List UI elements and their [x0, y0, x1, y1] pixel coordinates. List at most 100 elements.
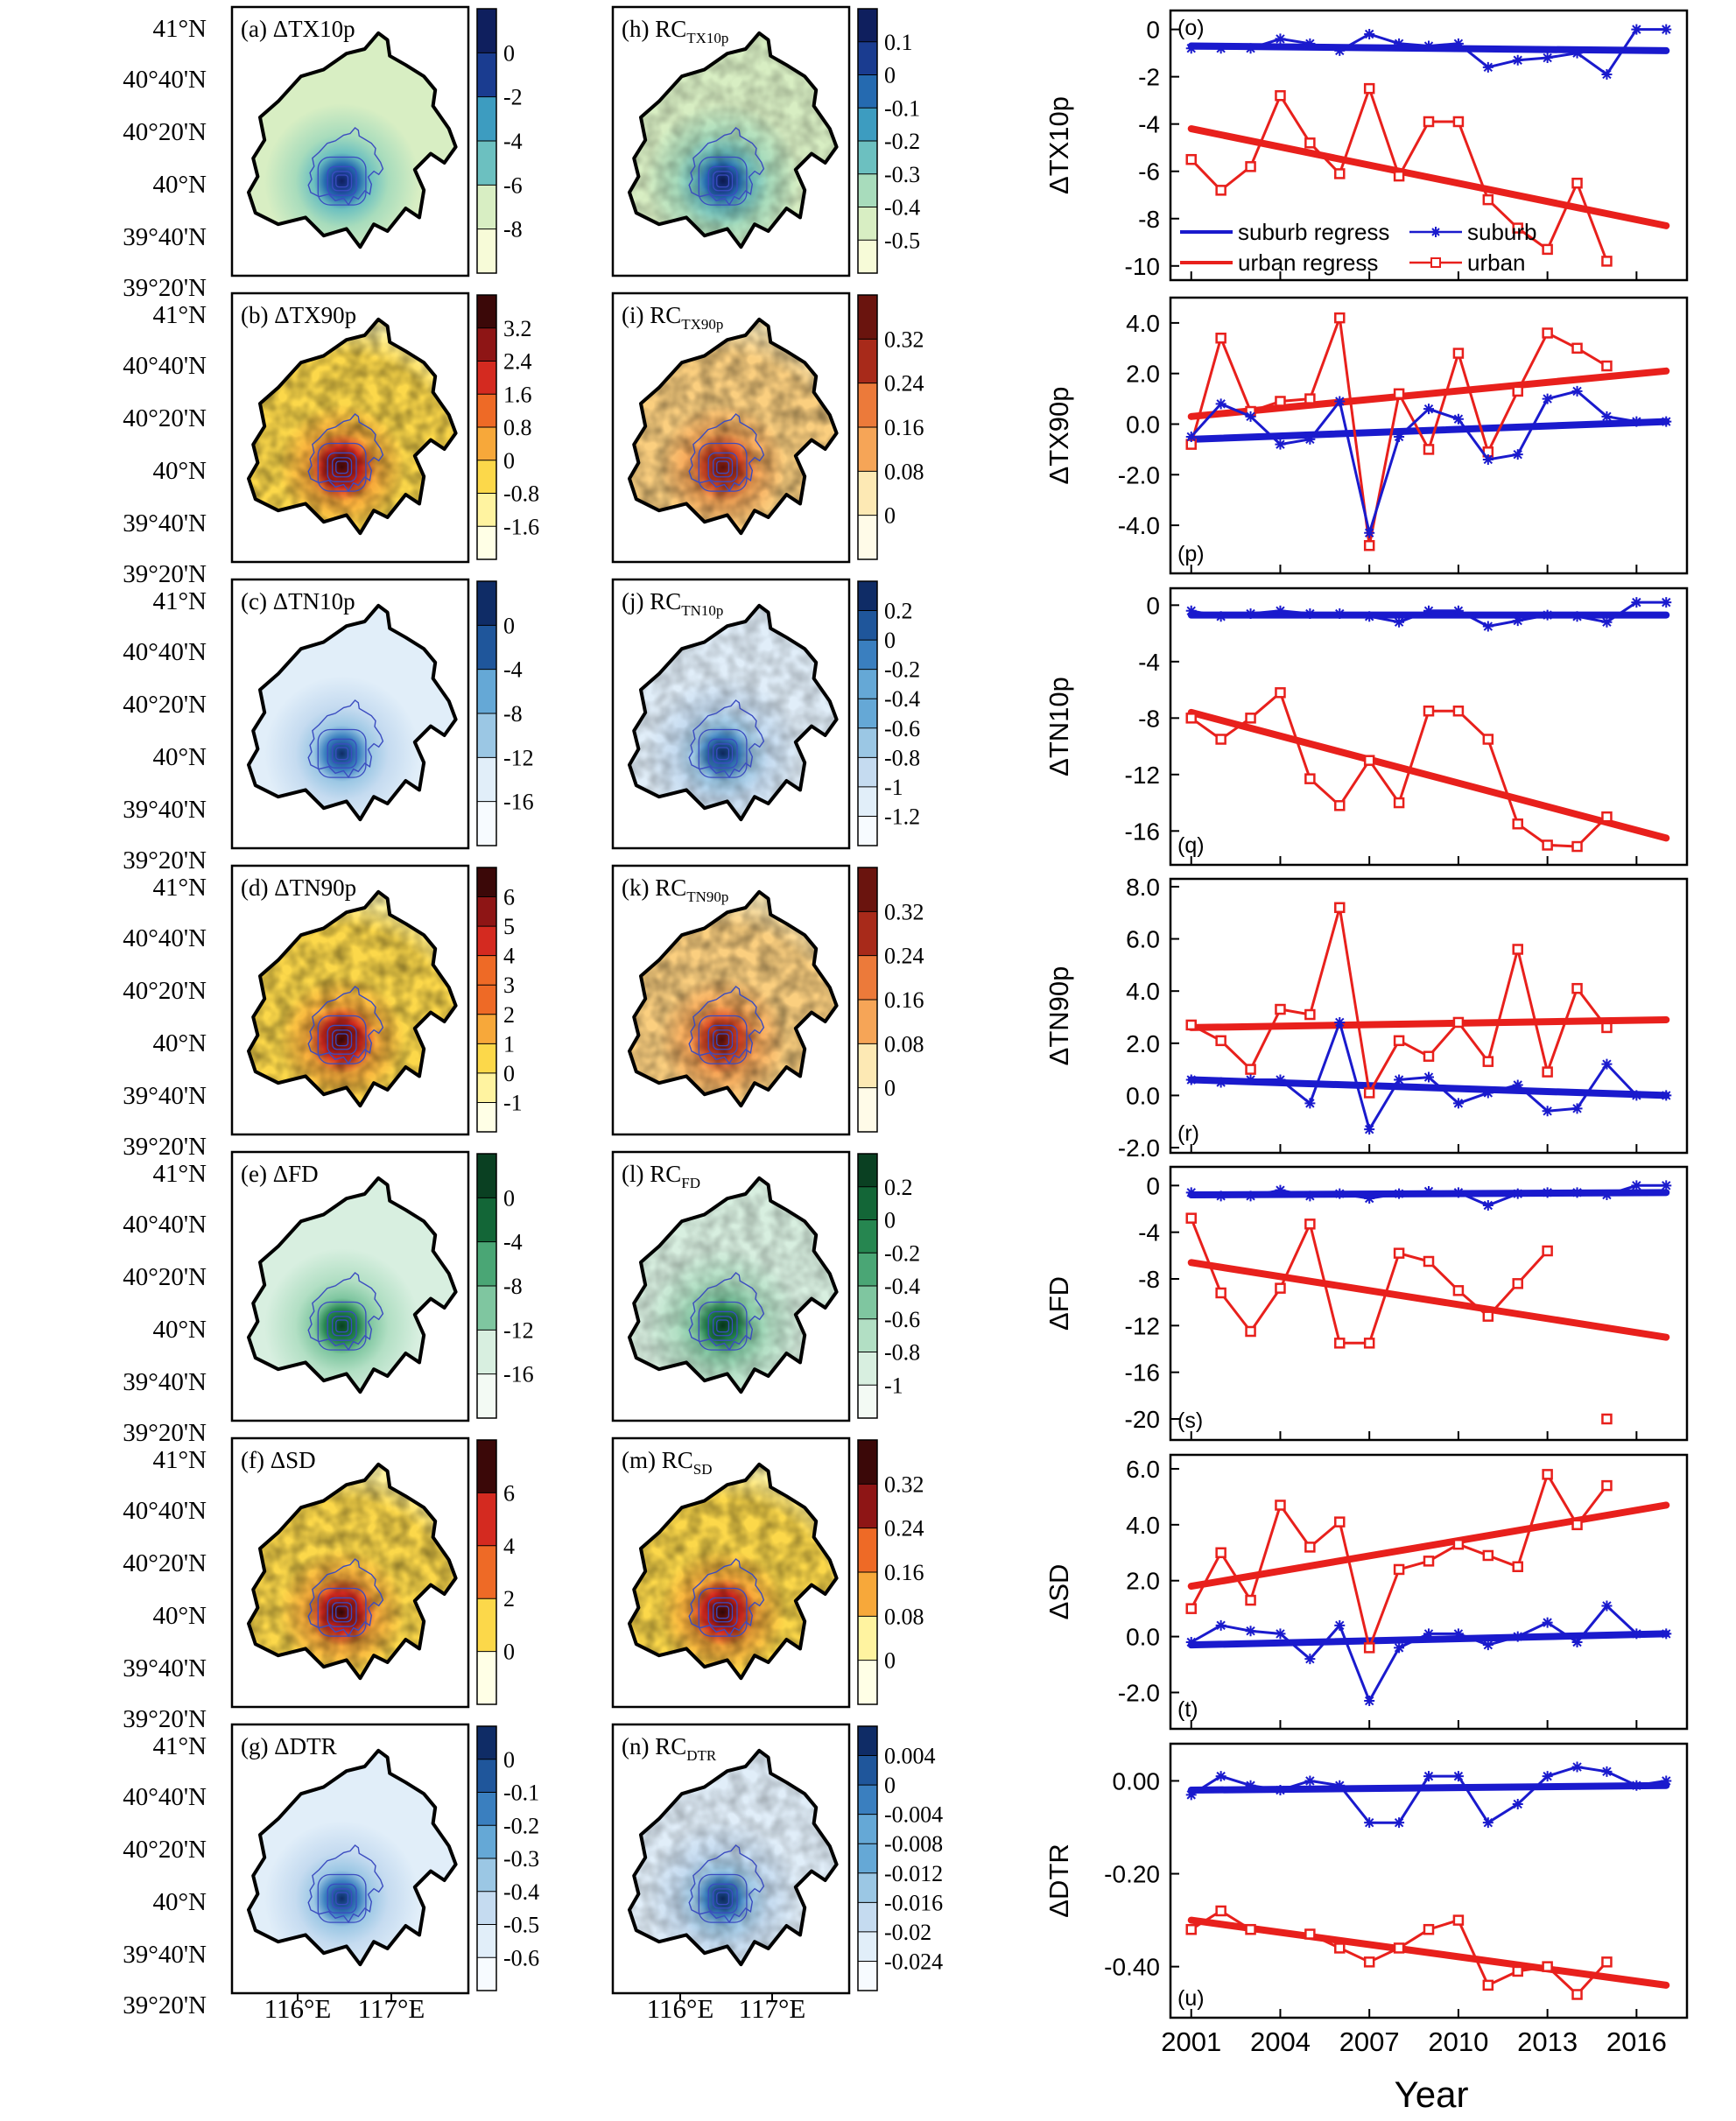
urban-contour	[317, 1015, 367, 1064]
colorbar-tick-label: -0.012	[884, 1861, 943, 1886]
colorbar-segment	[477, 1598, 496, 1653]
urban-point	[1275, 1003, 1286, 1015]
suburb-point	[1631, 597, 1642, 608]
urban-contour	[332, 457, 353, 478]
suburb-point	[1394, 1074, 1405, 1085]
urban-contour	[327, 1597, 357, 1627]
suburb-point	[1452, 38, 1464, 49]
colorbar-segment	[858, 757, 877, 788]
colorbar-tick-label: -8	[503, 1274, 523, 1299]
panel-label-main: (b) ΔTX90p	[241, 302, 356, 328]
colorbar-segment	[858, 41, 877, 75]
urban-point	[1512, 1278, 1523, 1289]
y-tick-label: 0.0	[1126, 1082, 1160, 1109]
legend-label: suburb regress	[1238, 219, 1389, 245]
beijing-boundary	[628, 889, 839, 1108]
urban-contour	[307, 1844, 384, 1924]
suburb-point	[1661, 24, 1672, 35]
urban-contour	[698, 1015, 748, 1064]
urban-contour	[688, 986, 765, 1065]
suburb-point	[1452, 413, 1464, 425]
colorbar-tick-label: -0.004	[884, 1802, 943, 1828]
y-tick-label: -20	[1125, 1406, 1160, 1433]
panel-label-main: (f) ΔSD	[241, 1447, 316, 1473]
urban-point	[1363, 1087, 1375, 1099]
colorbar-segment	[858, 1902, 877, 1933]
urban-regress-line	[1187, 1916, 1670, 1989]
colorbar: 0.32 0.24 0.16 0.08 0	[857, 1439, 924, 1705]
colorbar-segment	[858, 911, 877, 957]
colorbar-tick-label: 0.32	[884, 327, 924, 352]
colorbar-tick-label: 0.32	[884, 899, 924, 924]
urban-point	[1542, 327, 1553, 339]
suburb-point	[1304, 608, 1316, 620]
colorbar-tick-label: -8	[503, 701, 523, 727]
panel-label-main: (d) ΔTN90p	[241, 874, 356, 901]
panel-label-sub: TX90p	[681, 316, 723, 333]
urban-point	[1601, 1479, 1613, 1492]
urban-point	[1452, 1914, 1465, 1926]
suburb-point	[1482, 1087, 1494, 1099]
y-axis-label: ΔTX90p	[1044, 386, 1074, 484]
colorbar-tick-label: 0	[503, 613, 515, 638]
urban-point	[1245, 1923, 1256, 1935]
urban-point	[1452, 1285, 1465, 1296]
colorbar-tick-label: 0	[884, 503, 896, 529]
suburb-point	[1601, 1600, 1613, 1612]
urban-contour	[707, 452, 738, 482]
suburb-point	[1275, 439, 1286, 450]
colorbar: 0 -0.1 -0.2 -0.3 -0.4 -0.5 -0.6	[476, 1725, 539, 1991]
suburb-point	[1394, 1642, 1405, 1654]
colorbar: 6 5 4 3 2 1 0 -1	[476, 867, 523, 1133]
colorbar-segment	[477, 1102, 496, 1133]
suburb-point	[1631, 1628, 1642, 1640]
panel-label-main: (e) ΔFD	[241, 1161, 319, 1187]
colorbar-segment	[477, 625, 496, 671]
lat-tick-label: 39°40'N	[123, 1368, 207, 1396]
map-panel-j: (j) RCTN10p 0.2 0 -0.2 -0.4 -0.6 -0.8 -1 -1.2	[611, 578, 920, 850]
map-panel-f: (f) ΔSD 6 4 2 0	[230, 1436, 515, 1709]
colorbar-segment	[858, 669, 877, 699]
lat-tick-label: 40°20'N	[123, 1263, 207, 1291]
urban-point	[1601, 256, 1613, 267]
colorbar-tick-label: 0	[503, 1747, 515, 1773]
urban-contour	[307, 127, 384, 207]
colorbar-segment	[858, 427, 877, 472]
lat-tick-label: 41°N	[152, 15, 207, 43]
suburb-point	[1304, 38, 1316, 49]
colorbar-tick-label: -0.6	[884, 716, 920, 741]
suburb-point	[1423, 1186, 1434, 1197]
colorbar-tick-label: 4	[503, 1534, 515, 1559]
urban-point	[1512, 944, 1523, 955]
y-tick-label: -4.0	[1118, 512, 1160, 539]
urban-point	[1393, 1247, 1405, 1259]
suburb-point	[1482, 1817, 1494, 1829]
urban-contour	[688, 1844, 765, 1924]
urban-contour	[716, 747, 730, 761]
colorbar: 6 4 2 0	[476, 1439, 515, 1705]
y-tick-label: -8	[1138, 1266, 1160, 1293]
colorbar: 0.32 0.24 0.16 0.08 0	[857, 294, 924, 560]
urban-point	[1452, 116, 1465, 128]
y-tick-label: 8.0	[1126, 874, 1160, 901]
panel-label-main: (m) RC	[622, 1447, 693, 1473]
colorbar-tick-label: -0.8	[884, 1340, 920, 1366]
colorbar-tick-label: -0.4	[884, 686, 920, 712]
suburb-point	[1185, 431, 1197, 442]
suburb-point	[1601, 1058, 1613, 1070]
urban-regress-line	[1187, 367, 1670, 420]
urban-contour	[307, 986, 384, 1065]
colorbar-segment	[477, 896, 496, 927]
lat-tick-label: 39°40'N	[123, 1941, 207, 1969]
urban-point	[1482, 1549, 1494, 1562]
urban-point	[1304, 1928, 1316, 1940]
lat-tick-label: 41°N	[152, 1160, 207, 1188]
panel-label-main: (l) RC	[622, 1161, 681, 1187]
urban-regress-line	[1187, 1259, 1670, 1341]
lat-tick-label: 41°N	[152, 301, 207, 329]
urban-point	[1482, 1056, 1494, 1067]
urban-point	[1542, 839, 1553, 851]
map-panel-k: (k) RCTN90p 0.32 0.24 0.16 0.08 0	[611, 864, 924, 1136]
urban-contour	[317, 1301, 367, 1351]
y-axis-label: ΔTX10p	[1044, 96, 1074, 194]
